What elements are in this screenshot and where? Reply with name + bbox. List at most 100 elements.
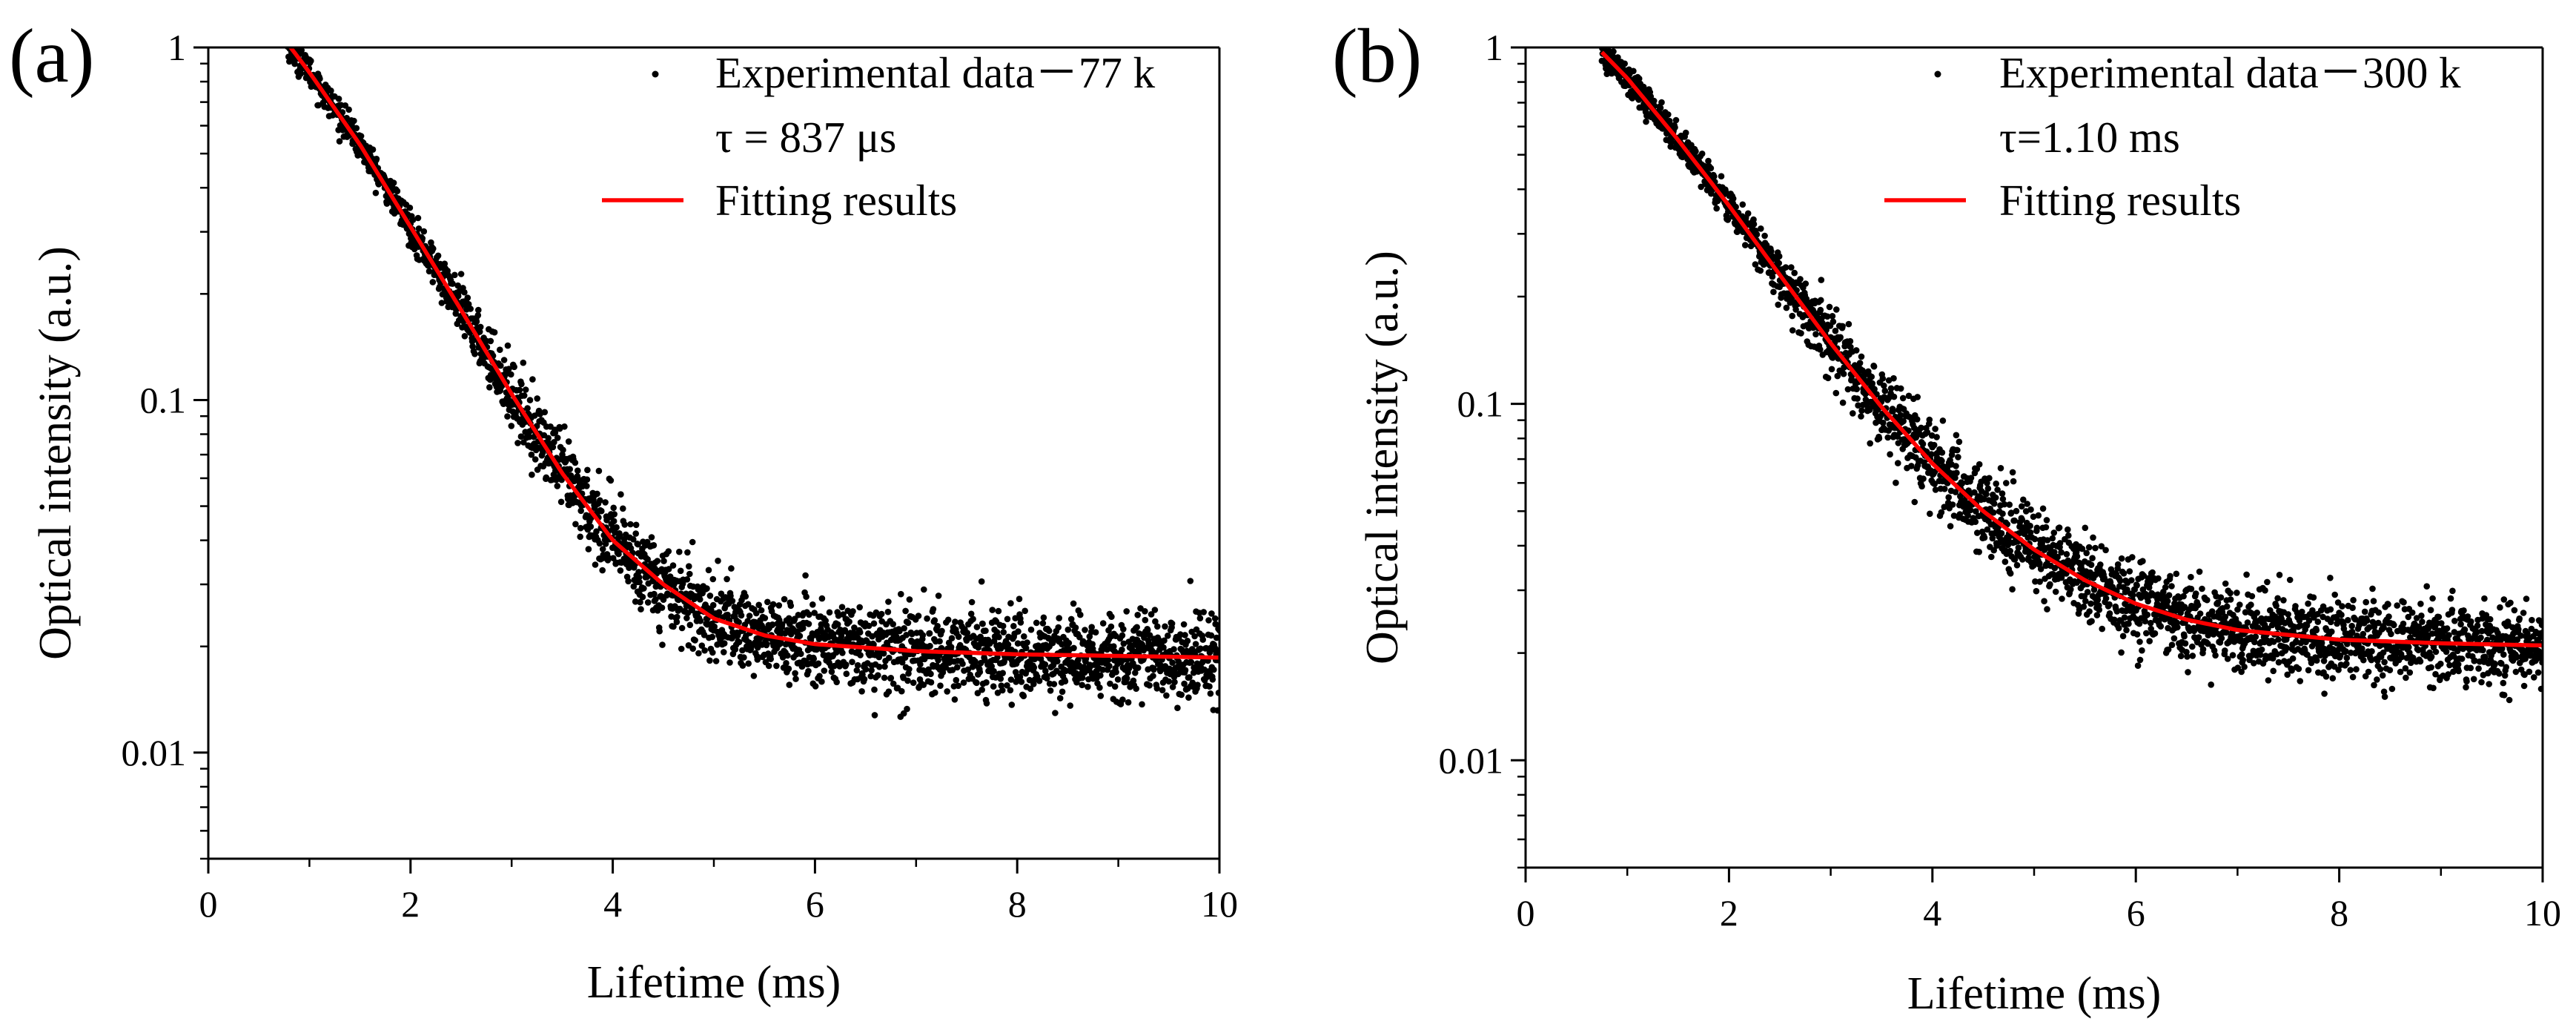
data-point [783, 660, 789, 667]
data-point [1826, 303, 1833, 311]
data-point [2274, 595, 2281, 602]
data-point [755, 601, 762, 609]
data-point [1976, 460, 1983, 468]
data-point [583, 476, 591, 483]
data-point [689, 538, 696, 546]
data-point [286, 40, 293, 47]
data-point [670, 623, 677, 630]
data-point [2335, 667, 2342, 673]
data-point [1981, 495, 1987, 503]
data-point [778, 621, 786, 628]
data-point [2051, 549, 2058, 555]
data-point [2264, 578, 2271, 586]
data-point [1206, 649, 1213, 656]
data-point [2165, 592, 2173, 598]
data-point [557, 498, 565, 506]
data-point [1178, 691, 1185, 699]
data-point [607, 477, 615, 484]
data-point [803, 593, 809, 600]
data-point [2320, 658, 2328, 664]
data-point [2252, 633, 2259, 640]
data-point [1988, 553, 1995, 561]
data-point [616, 532, 623, 539]
data-point [944, 616, 952, 624]
data-point [1818, 277, 1825, 283]
data-point [2007, 547, 2013, 555]
data-point [983, 700, 990, 707]
data-point [2437, 660, 2444, 667]
data-point [2195, 634, 2202, 641]
data-point [617, 491, 624, 498]
data-point [1867, 440, 1873, 447]
data-point [1650, 97, 1658, 105]
data-point [1858, 413, 1864, 420]
data-point [968, 598, 976, 606]
data-point [915, 613, 922, 619]
data-point [599, 567, 606, 574]
data-point [2146, 638, 2153, 644]
x-tick-label: 0 [199, 883, 218, 925]
data-point [2196, 610, 2204, 617]
data-point [2050, 529, 2058, 536]
data-point [2128, 577, 2135, 584]
data-point [818, 595, 826, 602]
data-point [558, 476, 565, 483]
data-point [1871, 386, 1878, 393]
data-point [532, 456, 539, 463]
data-point [1197, 645, 1204, 652]
data-point [2361, 608, 2368, 615]
data-point [2093, 612, 2101, 618]
data-point [2011, 556, 2019, 563]
data-point [2227, 596, 2234, 603]
data-point [2234, 606, 2241, 613]
data-point [1146, 682, 1153, 689]
data-point [2328, 618, 2334, 626]
data-point [2380, 624, 2387, 631]
data-point [1707, 165, 1715, 172]
data-point [2385, 613, 2392, 620]
data-point [683, 576, 691, 583]
data-point [2151, 630, 2159, 637]
data-point [2088, 618, 2095, 624]
data-point [2106, 610, 2113, 617]
data-point [1880, 419, 1887, 426]
data-point [930, 606, 937, 613]
data-point [644, 599, 652, 606]
data-point [993, 629, 1001, 636]
data-point [781, 595, 788, 603]
data-point [625, 578, 632, 585]
data-point [854, 661, 861, 669]
data-point [2171, 635, 2178, 642]
data-point [524, 405, 531, 412]
data-point [1829, 313, 1836, 320]
data-point [709, 575, 717, 583]
data-point [1828, 366, 1835, 373]
data-point [1206, 683, 1213, 690]
data-point [738, 612, 745, 619]
data-point [1913, 416, 1921, 423]
data-point [870, 620, 878, 627]
data-point [758, 607, 765, 614]
data-point [1105, 656, 1112, 664]
x-tick-label: 6 [806, 883, 824, 925]
data-point [2377, 666, 2384, 673]
data-point [2381, 658, 2388, 666]
data-point [1955, 454, 1961, 460]
data-point [881, 663, 888, 670]
data-point [850, 608, 856, 615]
data-point [1850, 410, 1856, 417]
data-point [972, 658, 979, 665]
data-point [1927, 510, 1933, 518]
data-point [1125, 699, 1132, 706]
data-point [1123, 608, 1130, 615]
data-point [2424, 633, 2431, 641]
data-point [2305, 600, 2311, 607]
legend-lifetime-text: τ = 837 μs [715, 113, 896, 162]
data-point [1076, 633, 1083, 641]
data-point [2275, 636, 2282, 643]
data-point [2418, 613, 2425, 619]
data-point [1911, 498, 1918, 506]
data-point [1711, 173, 1718, 180]
data-point [2157, 623, 2165, 630]
data-point [1018, 679, 1025, 685]
